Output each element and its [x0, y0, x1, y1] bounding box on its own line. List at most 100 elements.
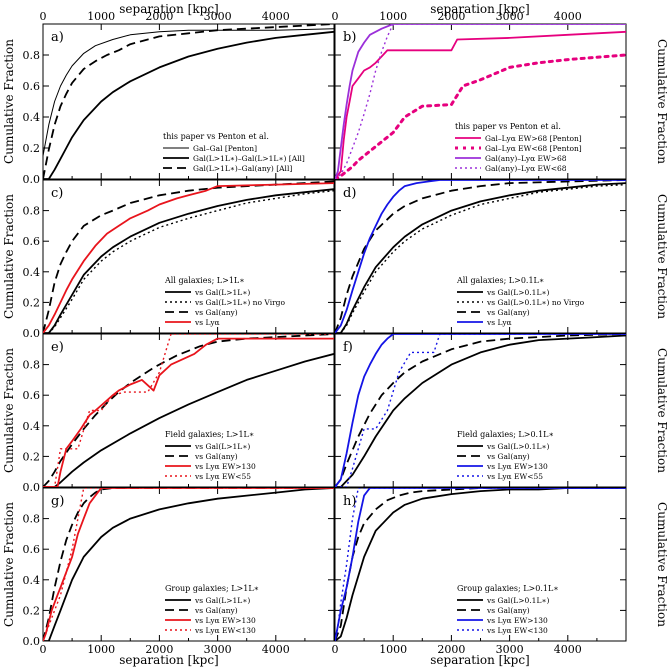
- legend-entry: vs Lyα EW>130: [194, 616, 256, 625]
- series-line-0: [335, 488, 626, 641]
- series-line-1: [335, 334, 626, 487]
- y-axis-title: Cumulative Fraction: [655, 194, 669, 319]
- y-tick-label: 0.6: [23, 389, 41, 402]
- series-line-1: [43, 190, 334, 333]
- legend-entry: Gal–Lyα EW>68 [Penton]: [485, 134, 582, 143]
- legend-entry: vs Gal(any): [486, 606, 530, 615]
- legend-title: All galaxies; L>0.1L∗: [456, 276, 544, 285]
- legend-entry: vs Gal(L>0.1L∗): [486, 442, 550, 451]
- legend-entry: vs Lyα EW<130: [486, 626, 548, 635]
- y-tick-label: 0.2: [23, 142, 41, 155]
- x-tick-label: 0: [332, 10, 339, 23]
- x-tick-label: 4000: [262, 10, 290, 23]
- y-tick-label: 0.4: [23, 574, 41, 587]
- series-line-3: [335, 24, 626, 179]
- series-line-0: [335, 182, 626, 333]
- y-tick-label: 0.2: [23, 450, 41, 463]
- panel-label: h): [343, 494, 356, 509]
- panel-g: 0 1000 2000 3000 4000 0.0 0.2 0.4 0.6 0.8 Cumulati…: [2, 487, 335, 656]
- series-line-2: [335, 488, 626, 641]
- series-line-0: [43, 28, 334, 156]
- legend-entry: vs Lyα EW<130: [194, 626, 256, 635]
- series-line-1: [43, 30, 334, 179]
- y-tick-label: 0.8: [23, 49, 41, 62]
- panel-f: Cumulative Fraction f) Field galaxies; L>0…: [334, 333, 669, 488]
- series-line-3: [43, 334, 334, 487]
- legend-entry: vs Gal(L>1L∗): [194, 288, 250, 297]
- legend-entry: vs Lyα EW>130: [486, 462, 548, 471]
- x-tick-label: 2000: [145, 10, 173, 23]
- legend-title: Group galaxies; L>1L∗: [165, 584, 259, 593]
- y-tick-label: 0.4: [23, 266, 41, 279]
- y-tick-label: 0.0: [23, 327, 41, 340]
- x-tick-label: 4000: [554, 643, 582, 656]
- panel-label: e): [51, 340, 64, 355]
- y-axis-title: Cumulative Fraction: [2, 348, 16, 473]
- legend-entry: vs Lyα: [486, 318, 512, 327]
- legend-entry: vs Gal(any): [486, 308, 530, 317]
- y-tick-label: 0.8: [23, 205, 41, 218]
- x-tick-label: 1000: [379, 10, 407, 23]
- series-line-0: [335, 30, 626, 179]
- x-tick-label: 4000: [554, 10, 582, 23]
- series-line-1: [43, 334, 334, 487]
- legend-title: Field galaxies; L>0.1L∗: [457, 430, 554, 439]
- legend-title: this paper vs Penton et al.: [163, 132, 269, 141]
- panel-a: 0 1000 2000 3000 4000 0.0 0.2 0.4 0.6 0.8 Cumulati…: [2, 10, 335, 186]
- series-line-2: [335, 180, 626, 333]
- y-axis-title: Cumulative Fraction: [655, 39, 669, 164]
- x-tick-label: 3000: [204, 643, 232, 656]
- series-line-3: [43, 182, 334, 333]
- panel-label: b): [343, 30, 356, 45]
- legend-entry: vs Lyα EW<55: [486, 472, 543, 481]
- x-tick-label: 2000: [145, 643, 173, 656]
- y-axis-title: Cumulative Fraction: [655, 502, 669, 627]
- legend-entry: Gal(L>1L∗)–Gal(any) [All]: [193, 164, 292, 173]
- y-tick-label: 0.6: [23, 235, 41, 248]
- y-tick-label: 0.0: [23, 173, 41, 186]
- legend-entry: Gal(any)–Lyα EW<68: [485, 164, 567, 173]
- y-tick-label: 0.6: [23, 543, 41, 556]
- legend-entry: vs Gal(any): [486, 452, 530, 461]
- y-tick-label: 0.0: [23, 635, 41, 648]
- legend-entry: vs Lyα EW<55: [194, 472, 251, 481]
- series-line-0: [43, 353, 334, 487]
- panel-label: g): [51, 494, 64, 509]
- series-line-0: [43, 488, 334, 641]
- series-line-2: [335, 334, 626, 487]
- series-line-0: [43, 188, 334, 333]
- legend-entry: vs Gal(L>0.1L∗): [486, 596, 550, 605]
- y-tick-label: 0.8: [23, 359, 41, 372]
- panel-h: 0 1000 2000 3000 4000 Cumulative Fraction h) Gr…: [332, 487, 669, 656]
- panel-d: Cumulative Fraction d) All galaxies; L>0.1…: [334, 179, 669, 334]
- series-line-2: [43, 488, 334, 641]
- x-tick-label: 1000: [87, 10, 115, 23]
- series-line-2: [43, 337, 334, 487]
- x-tick-label: 0: [40, 10, 47, 23]
- legend-title: All galaxies; L>1L∗: [164, 276, 245, 285]
- series-line-1: [43, 488, 334, 641]
- legend-entry: Gal(L>1L∗)–Gal(L>1L∗) [All]: [193, 154, 305, 163]
- panel-c: 0.0 0.2 0.4 0.6 0.8 Cumulative Fraction c) All …: [2, 179, 335, 340]
- legend-entry: vs Lyα EW>130: [194, 462, 256, 471]
- panel-label: d): [343, 186, 356, 201]
- series-line-3: [335, 180, 626, 333]
- legend-entry: vs Lyα: [194, 318, 220, 327]
- x-tick-label: 3000: [204, 10, 232, 23]
- y-axis-title: Cumulative Fraction: [655, 348, 669, 473]
- x-tick-label: 2000: [437, 10, 465, 23]
- y-axis-title: Cumulative Fraction: [2, 39, 16, 164]
- legend-entry: vs Gal(L>1L∗): [194, 442, 250, 451]
- series-line-2: [43, 180, 334, 333]
- series-line-0: [335, 334, 626, 487]
- y-axis-title: Cumulative Fraction: [2, 502, 16, 627]
- legend-entry: vs Gal(L>1L∗): [194, 596, 250, 605]
- x-tick-label: 3000: [496, 643, 524, 656]
- y-tick-label: 0.6: [23, 80, 41, 93]
- panel-label: f): [343, 340, 353, 355]
- panel-b: 0 1000 2000 3000 4000 Cumulative Fraction b) th…: [332, 10, 669, 180]
- x-axis-title-bottom-right: separation [kpc]: [430, 653, 529, 667]
- x-tick-label: 1000: [87, 643, 115, 656]
- legend-title: this paper vs Penton et al.: [455, 122, 561, 131]
- panel-e: 0.0 0.2 0.4 0.6 0.8 Cumulative Fraction e) Fiel…: [2, 333, 335, 494]
